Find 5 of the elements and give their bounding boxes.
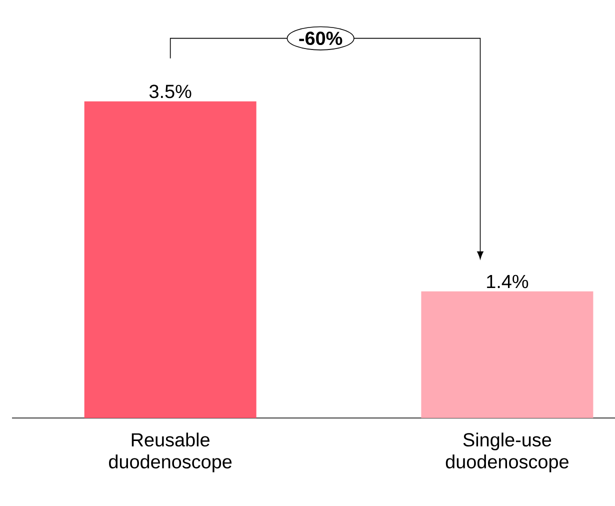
x-tick-label: Reusable duodenoscope	[109, 432, 232, 472]
x-tick-label: Single-use duodenoscope	[446, 432, 568, 472]
text: -60%	[299, 32, 342, 46]
data-label: 3.5%	[149, 84, 192, 98]
data-label: 1.4%	[487, 274, 528, 288]
